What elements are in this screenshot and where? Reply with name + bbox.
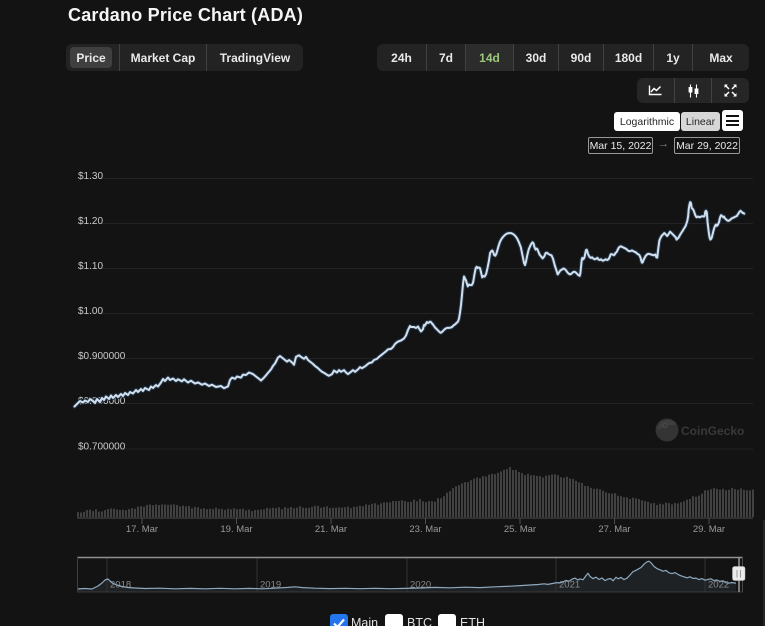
svg-text:$1.10: $1.10 [78,261,103,272]
svg-text:CoinGecko: CoinGecko [681,424,744,438]
svg-text:2021: 2021 [559,580,580,591]
svg-text:2019: 2019 [260,580,281,591]
svg-text:17. Mar: 17. Mar [126,524,158,535]
svg-text:29. Mar: 29. Mar [693,524,725,535]
svg-text:$1.00: $1.00 [78,306,103,317]
svg-text:2022: 2022 [708,580,729,591]
svg-text:$1.20: $1.20 [78,216,103,227]
svg-text:23. Mar: 23. Mar [409,524,441,535]
svg-text:$1.30: $1.30 [78,171,103,182]
svg-text:2020: 2020 [410,580,431,591]
svg-text:21. Mar: 21. Mar [315,524,347,535]
svg-text:2018: 2018 [110,580,131,591]
svg-text:25. Mar: 25. Mar [504,524,536,535]
svg-text:$0.900000: $0.900000 [78,351,126,362]
svg-text:$0.700000: $0.700000 [78,442,126,453]
svg-text:27. Mar: 27. Mar [598,524,630,535]
svg-text:19. Mar: 19. Mar [220,524,252,535]
